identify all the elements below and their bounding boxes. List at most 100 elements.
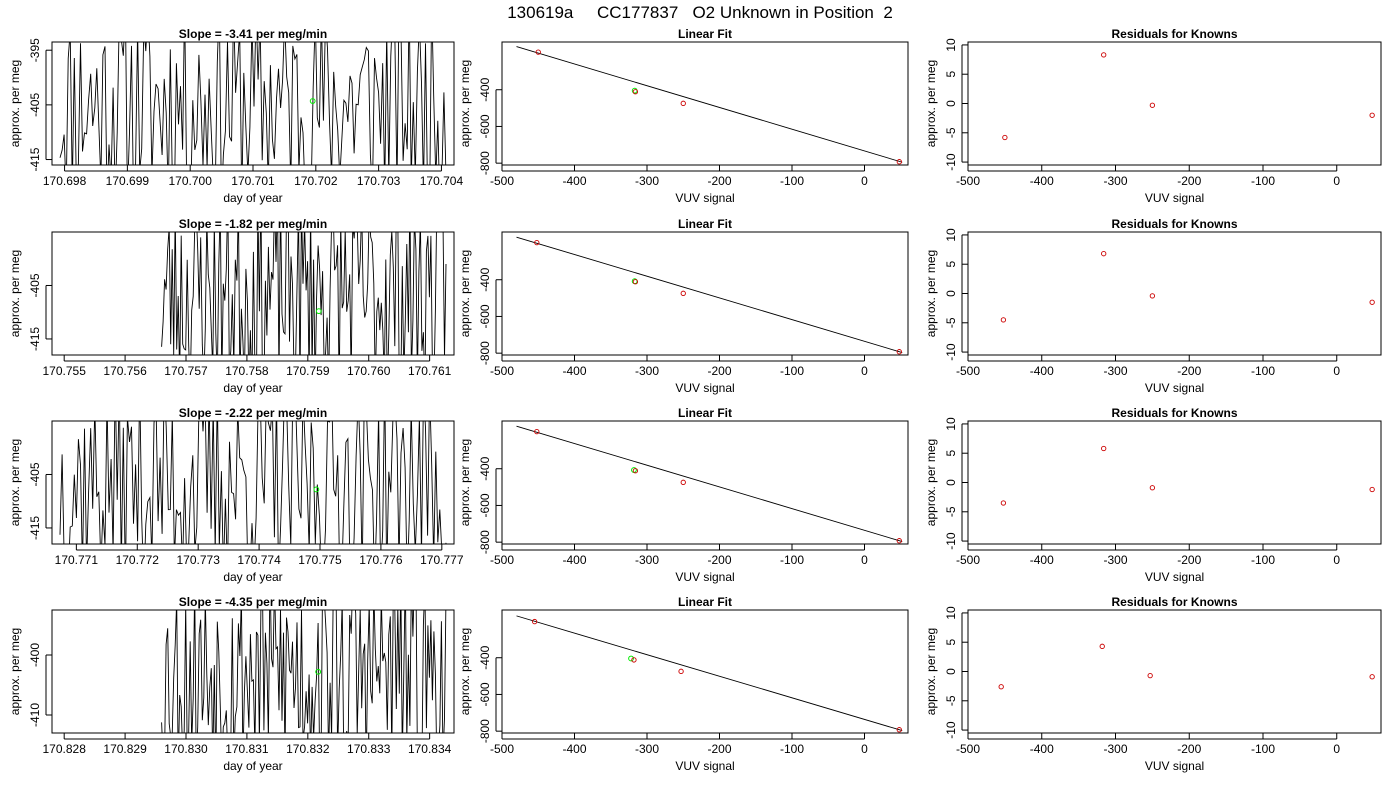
y-tick-label: 0 [944,290,958,297]
known-point [631,657,637,663]
x-tick-label: -400 [562,553,586,567]
x-tick-label: -500 [956,364,980,378]
y-tick-label: -415 [28,516,42,540]
y-tick-label: -5 [944,506,958,517]
x-tick-label: 170.761 [408,364,452,378]
x-tick-label: -200 [1177,742,1201,756]
plot-frame [501,231,909,356]
trace-line [161,232,447,355]
x-tick-label: 170.775 [298,553,342,567]
x-tick-label: 0 [861,364,868,378]
y-tick-label: 5 [944,450,958,457]
y-tick-label: 10 [944,417,958,431]
x-axis-label: VUV signal [675,570,734,584]
x-tick-label: -300 [635,553,659,567]
y-tick-label: -405 [28,462,42,486]
known-point [896,159,902,165]
y-tick-label: -5 [944,317,958,328]
x-tick-label: -400 [1030,174,1054,188]
y-axis-label: approx. per meg [458,250,472,337]
fit-line [516,615,903,732]
y-axis-label: approx. per meg [8,250,22,337]
plot-frame [51,420,455,545]
y-tick-label: 10 [944,606,958,620]
y-tick-label: -400 [28,643,42,667]
y-axis-label: approx. per meg [8,628,22,715]
x-axis-label: VUV signal [675,381,734,395]
plot-frame [967,609,1382,734]
x-tick-label: -500 [490,553,514,567]
x-tick-label: -500 [956,553,980,567]
x-tick-label: 170.759 [286,364,330,378]
known-point [1369,112,1375,118]
y-tick-label: -800 [478,719,492,743]
y-tick-label: 0 [944,668,958,675]
plot-frame [501,609,909,734]
panel-title: Residuals for Knowns [1111,217,1237,231]
panel-row3-residuals: -500 -400 -300 -200 -100 0 VUV signal 10 5 0 -5 -10… [924,406,1382,584]
y-tick-label: 0 [944,100,958,107]
known-point [1147,672,1153,679]
panel-row4-timeseries: 170.828 170.829 170.830 170.831 170.832 170.8… [8,595,455,773]
panel-row4-residuals: -500 -400 -300 -200 -100 0 VUV signal 10 5 0 -5 -10… [924,595,1382,773]
panel-row3-timeseries: 170.771 170.772 170.773 170.774 170.775 170.7… [8,406,464,584]
x-tick-label: 170.760 [347,364,391,378]
plot-frame [967,41,1382,166]
panel-row4-linear-fit: -500 -400 -300 -200 -100 0 VUV signal -400 -600 -… [458,595,909,773]
x-tick-label: 0 [861,742,868,756]
x-tick-label: 170.834 [408,742,452,756]
x-tick-label: 170.699 [106,174,150,188]
x-tick-label: 170.701 [231,174,275,188]
y-tick-label: -600 [478,114,492,138]
known-point [632,279,639,285]
panel-title: Linear Fit [678,406,732,420]
x-tick-label: -300 [1103,553,1127,567]
known-point [896,538,902,544]
x-tick-label: 0 [861,174,868,188]
x-tick-label: 170.831 [225,742,269,756]
x-tick-label: 170.757 [164,364,208,378]
x-axis-label: VUV signal [1145,570,1204,584]
panel-title: Residuals for Knowns [1111,406,1237,420]
known-point [896,727,902,733]
x-tick-label: 170.829 [103,742,147,756]
y-axis-label: approx. per meg [458,60,472,147]
known-point [534,239,540,246]
unknown-point [628,655,634,662]
panel-title: Slope = -1.82 per meg/min [179,217,327,231]
x-tick-label: -200 [707,742,731,756]
y-tick-label: -5 [944,127,958,138]
x-tick-label: -500 [490,364,514,378]
x-tick-label: 0 [1333,742,1340,756]
fit-line [516,425,903,543]
x-tick-label: 170.830 [164,742,208,756]
x-tick-label: -100 [780,742,804,756]
y-axis-label: approx. per meg [458,439,472,526]
x-tick-label: -200 [1177,553,1201,567]
unknown-point [313,486,320,493]
x-tick-label: -100 [780,553,804,567]
y-axis-label: approx. per meg [8,60,22,147]
y-tick-label: -10 [944,153,958,171]
known-point [680,479,686,485]
x-tick-label: -100 [1251,742,1275,756]
known-point [1000,317,1007,323]
panel-title: Residuals for Knowns [1111,595,1237,609]
panel-title: Residuals for Knowns [1111,27,1237,41]
plot-frame [51,231,455,356]
unknown-point [315,668,322,675]
x-tick-label: 170.832 [286,742,330,756]
y-tick-label: -10 [944,532,958,550]
y-tick-label: 10 [944,38,958,52]
x-tick-label: -300 [1103,174,1127,188]
panel-row2-timeseries: 170.755 170.756 170.757 170.758 170.759 170.7… [8,217,455,395]
x-tick-label: -200 [707,553,731,567]
plot-frame [501,420,909,545]
known-point [1000,500,1007,506]
y-tick-label: -400 [478,267,492,291]
y-tick-label: -600 [478,493,492,517]
y-tick-label: -10 [944,343,958,361]
known-point [1101,52,1107,58]
y-tick-label: 0 [944,479,958,486]
known-point [1101,251,1107,257]
